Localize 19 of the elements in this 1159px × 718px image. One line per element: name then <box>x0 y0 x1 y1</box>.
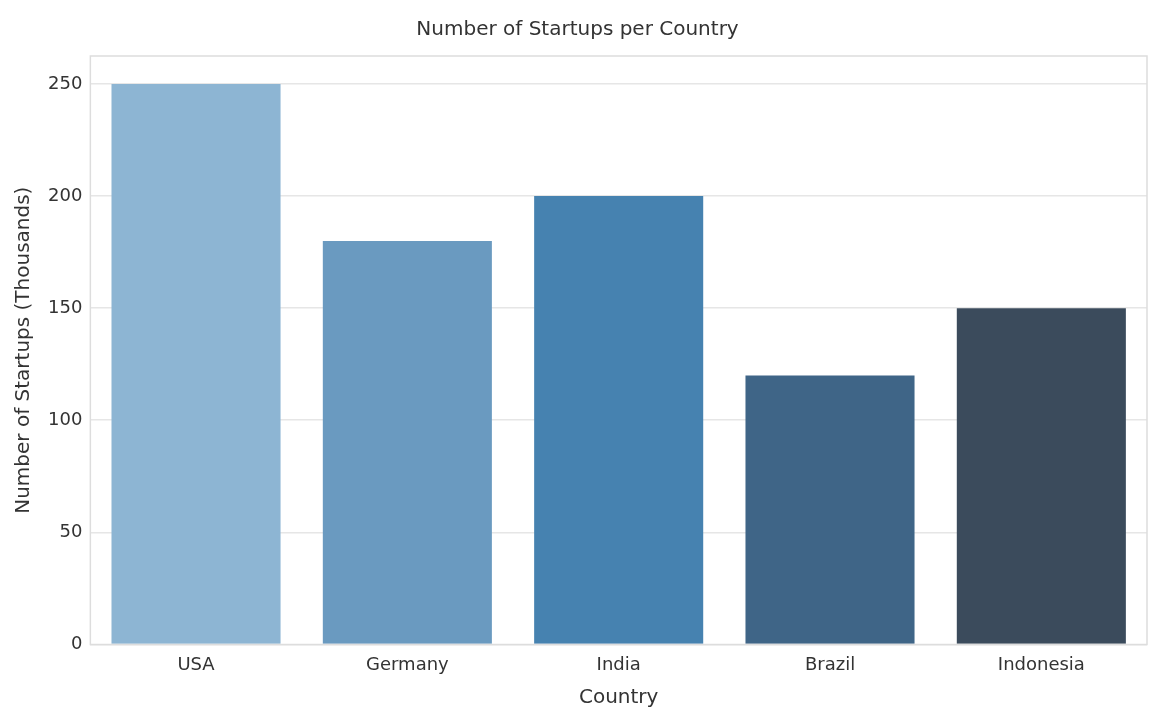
x-tick-label: Germany <box>365 652 450 674</box>
x-tick-label: India <box>596 652 641 674</box>
y-tick-label: 100 <box>48 407 83 429</box>
x-tick-label: Brazil <box>804 652 856 674</box>
y-tick-label: 0 <box>70 632 83 654</box>
bar <box>534 196 704 644</box>
bar <box>956 308 1126 644</box>
y-axis-title: Number of Startups (Thousands) <box>10 186 35 514</box>
bar <box>111 84 281 644</box>
chart-title: Number of Startups per Country <box>416 16 739 41</box>
bar <box>322 240 492 644</box>
x-axis-title: Country <box>578 684 659 709</box>
x-tick-label: USA <box>177 652 216 674</box>
y-tick-label: 200 <box>48 183 83 205</box>
y-tick-label: 150 <box>48 295 83 317</box>
y-tick-label: 250 <box>48 71 83 93</box>
y-tick-label: 50 <box>59 520 83 541</box>
bar <box>745 375 915 644</box>
x-tick-label: Indonesia <box>997 652 1085 674</box>
